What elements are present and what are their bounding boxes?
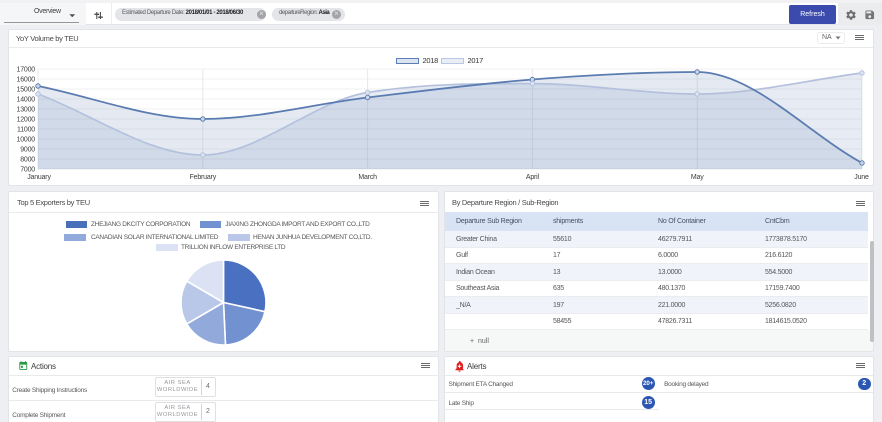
- svg-text:12000: 12000: [17, 117, 36, 124]
- svg-text:15000: 15000: [17, 87, 36, 94]
- svg-text:May: May: [691, 174, 704, 181]
- svg-text:11000: 11000: [17, 127, 35, 134]
- svg-text:13000: 13000: [17, 107, 36, 114]
- svg-text:April: April: [526, 174, 540, 181]
- svg-text:February: February: [190, 174, 217, 181]
- svg-text:March: March: [358, 174, 377, 181]
- svg-text:8000: 8000: [20, 157, 35, 164]
- svg-text:9000: 9000: [20, 147, 35, 154]
- svg-text:January: January: [27, 174, 51, 181]
- svg-text:17000: 17000: [17, 67, 36, 74]
- svg-text:7000: 7000: [20, 167, 35, 174]
- svg-text:June: June: [854, 174, 869, 181]
- svg-text:16000: 16000: [17, 77, 36, 84]
- svg-text:10000: 10000: [17, 137, 36, 144]
- svg-text:14000: 14000: [17, 97, 36, 104]
